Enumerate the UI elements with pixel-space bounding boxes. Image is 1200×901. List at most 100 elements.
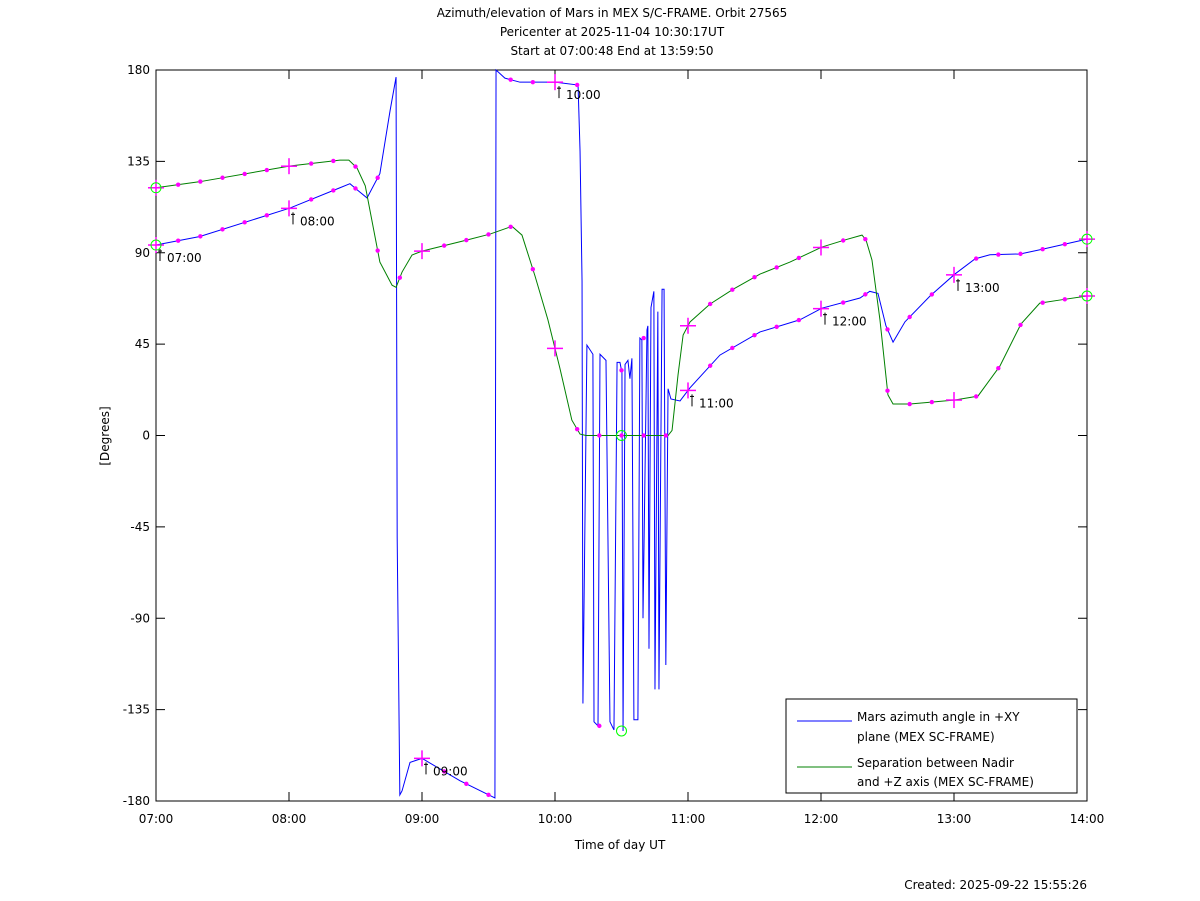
y-tick-label: -45	[130, 520, 150, 534]
separation-line	[155, 159, 1088, 436]
legend-label-azimuth-1: Mars azimuth angle in +XY	[857, 710, 1020, 724]
x-tick-label: 10:00	[538, 812, 573, 826]
ten-minute-marker	[198, 179, 203, 184]
ten-minute-marker	[840, 300, 846, 305]
ten-minute-marker	[973, 256, 979, 261]
ten-minute-marker	[907, 401, 912, 407]
ten-minute-marker	[441, 243, 447, 248]
ten-minute-marker	[264, 213, 270, 218]
ten-minute-marker	[1018, 251, 1023, 257]
legend-label-separation-1: Separation between Nadir	[857, 756, 1014, 770]
hour-annotation-label: 07:00	[167, 251, 202, 265]
ten-minute-marker	[796, 255, 802, 261]
hour-annotation-label: 12:00	[832, 315, 867, 329]
ten-minute-marker	[619, 433, 624, 438]
y-tick-label: -90	[130, 611, 150, 625]
y-tick-label: 90	[135, 246, 150, 260]
ten-minute-marker	[774, 265, 779, 270]
ten-minute-marker	[774, 324, 779, 330]
axis-ticks: 07:00 08:00 09:00 10:00 11:00 12:00 13:00 14:00…	[123, 63, 1105, 826]
ten-minute-marker	[929, 292, 935, 297]
title-line-2: Pericenter at 2025-11-04 10:30:17UT	[500, 25, 725, 39]
ten-minute-marker	[220, 175, 225, 180]
y-axis-label: [Degrees]	[98, 406, 112, 465]
legend: Mars azimuth angle in +XY plane (MEX SC-…	[785, 698, 1078, 794]
ten-minute-marker	[375, 175, 380, 180]
ten-minute-marker	[397, 275, 403, 280]
y-tick-label: 135	[127, 154, 150, 168]
ten-minute-marker	[508, 77, 513, 82]
ten-minute-marker	[242, 220, 247, 225]
ten-minute-marker	[663, 433, 669, 438]
ten-minute-marker	[641, 433, 646, 438]
title-line-1: Azimuth/elevation of Mars in MEX S/C-FRA…	[437, 6, 788, 20]
ten-minute-marker	[1062, 297, 1068, 302]
ten-minute-marker	[375, 248, 380, 253]
legend-label-azimuth-2: plane (MEX SC-FRAME)	[857, 730, 995, 744]
ten-minute-marker	[863, 236, 868, 242]
ten-minute-marker	[242, 171, 247, 177]
hour-annotation-label: 09:00	[433, 764, 468, 778]
ten-minute-marker	[486, 232, 491, 237]
ten-minute-marker	[752, 274, 757, 280]
x-tick-label: 09:00	[405, 812, 440, 826]
endpoint-circle-marker	[150, 239, 162, 251]
series-markers: 07:00 08:00 09:00 10:00 11:00 12:00 13:00	[148, 74, 1095, 797]
hour-annotation-label: 10:00	[566, 88, 601, 102]
ten-minute-marker	[730, 287, 735, 292]
ten-minute-marker	[1018, 322, 1023, 328]
y-tick-label: -180	[123, 794, 150, 808]
ten-minute-marker	[973, 394, 979, 399]
ten-minute-marker	[308, 161, 314, 166]
hour-annotation-label: 08:00	[300, 214, 335, 228]
y-tick-label: -135	[123, 703, 150, 717]
pericenter-circle-marker	[616, 725, 627, 737]
ten-minute-marker	[752, 332, 757, 338]
ten-minute-marker	[574, 82, 580, 88]
ten-minute-marker	[353, 186, 358, 191]
ten-minute-marker	[464, 781, 469, 787]
chart-title: Azimuth/elevation of Mars in MEX S/C-FRA…	[437, 6, 788, 58]
ten-minute-marker	[885, 327, 890, 332]
ten-minute-marker	[508, 224, 513, 230]
ten-minute-marker	[441, 769, 447, 774]
x-tick-label: 12:00	[804, 812, 839, 826]
ten-minute-marker	[331, 188, 336, 193]
ten-minute-marker	[996, 252, 1001, 257]
x-tick-label: 11:00	[671, 812, 706, 826]
endpoint-circle-marker	[1081, 290, 1093, 302]
ten-minute-marker	[840, 238, 846, 243]
ten-minute-marker	[597, 723, 602, 729]
y-tick-label: 180	[127, 63, 150, 77]
y-tick-label: 45	[135, 337, 150, 351]
ten-minute-marker	[220, 227, 225, 232]
ten-minute-marker	[486, 792, 491, 797]
endpoint-circle-marker	[150, 182, 162, 194]
ten-minute-marker	[198, 234, 203, 239]
ten-minute-marker	[641, 335, 646, 341]
ten-minute-marker	[1040, 300, 1045, 305]
ten-minute-marker	[863, 292, 868, 297]
legend-box	[785, 698, 1078, 794]
ten-minute-marker	[353, 164, 358, 169]
ten-minute-marker	[530, 266, 536, 272]
title-line-3: Start at 07:00:48 End at 13:59:50	[510, 44, 713, 58]
created-timestamp: Created: 2025-09-22 15:55:26	[904, 878, 1087, 892]
ten-minute-marker	[574, 426, 580, 432]
ten-minute-marker	[730, 345, 735, 351]
endpoint-circle-marker	[1081, 233, 1093, 245]
ten-minute-marker	[308, 197, 314, 202]
azimuth-line	[155, 68, 1088, 799]
ten-minute-marker	[885, 388, 890, 393]
y-tick-label: 0	[142, 429, 150, 443]
ten-minute-marker	[907, 314, 912, 320]
ten-minute-marker	[619, 368, 624, 373]
ten-minute-marker	[331, 158, 336, 164]
ten-minute-marker	[996, 365, 1001, 371]
ten-minute-marker	[530, 79, 536, 85]
x-tick-label: 14:00	[1070, 812, 1105, 826]
ten-minute-marker	[707, 363, 713, 368]
hour-annotation-label: 11:00	[699, 396, 734, 410]
x-tick-label: 07:00	[139, 812, 174, 826]
